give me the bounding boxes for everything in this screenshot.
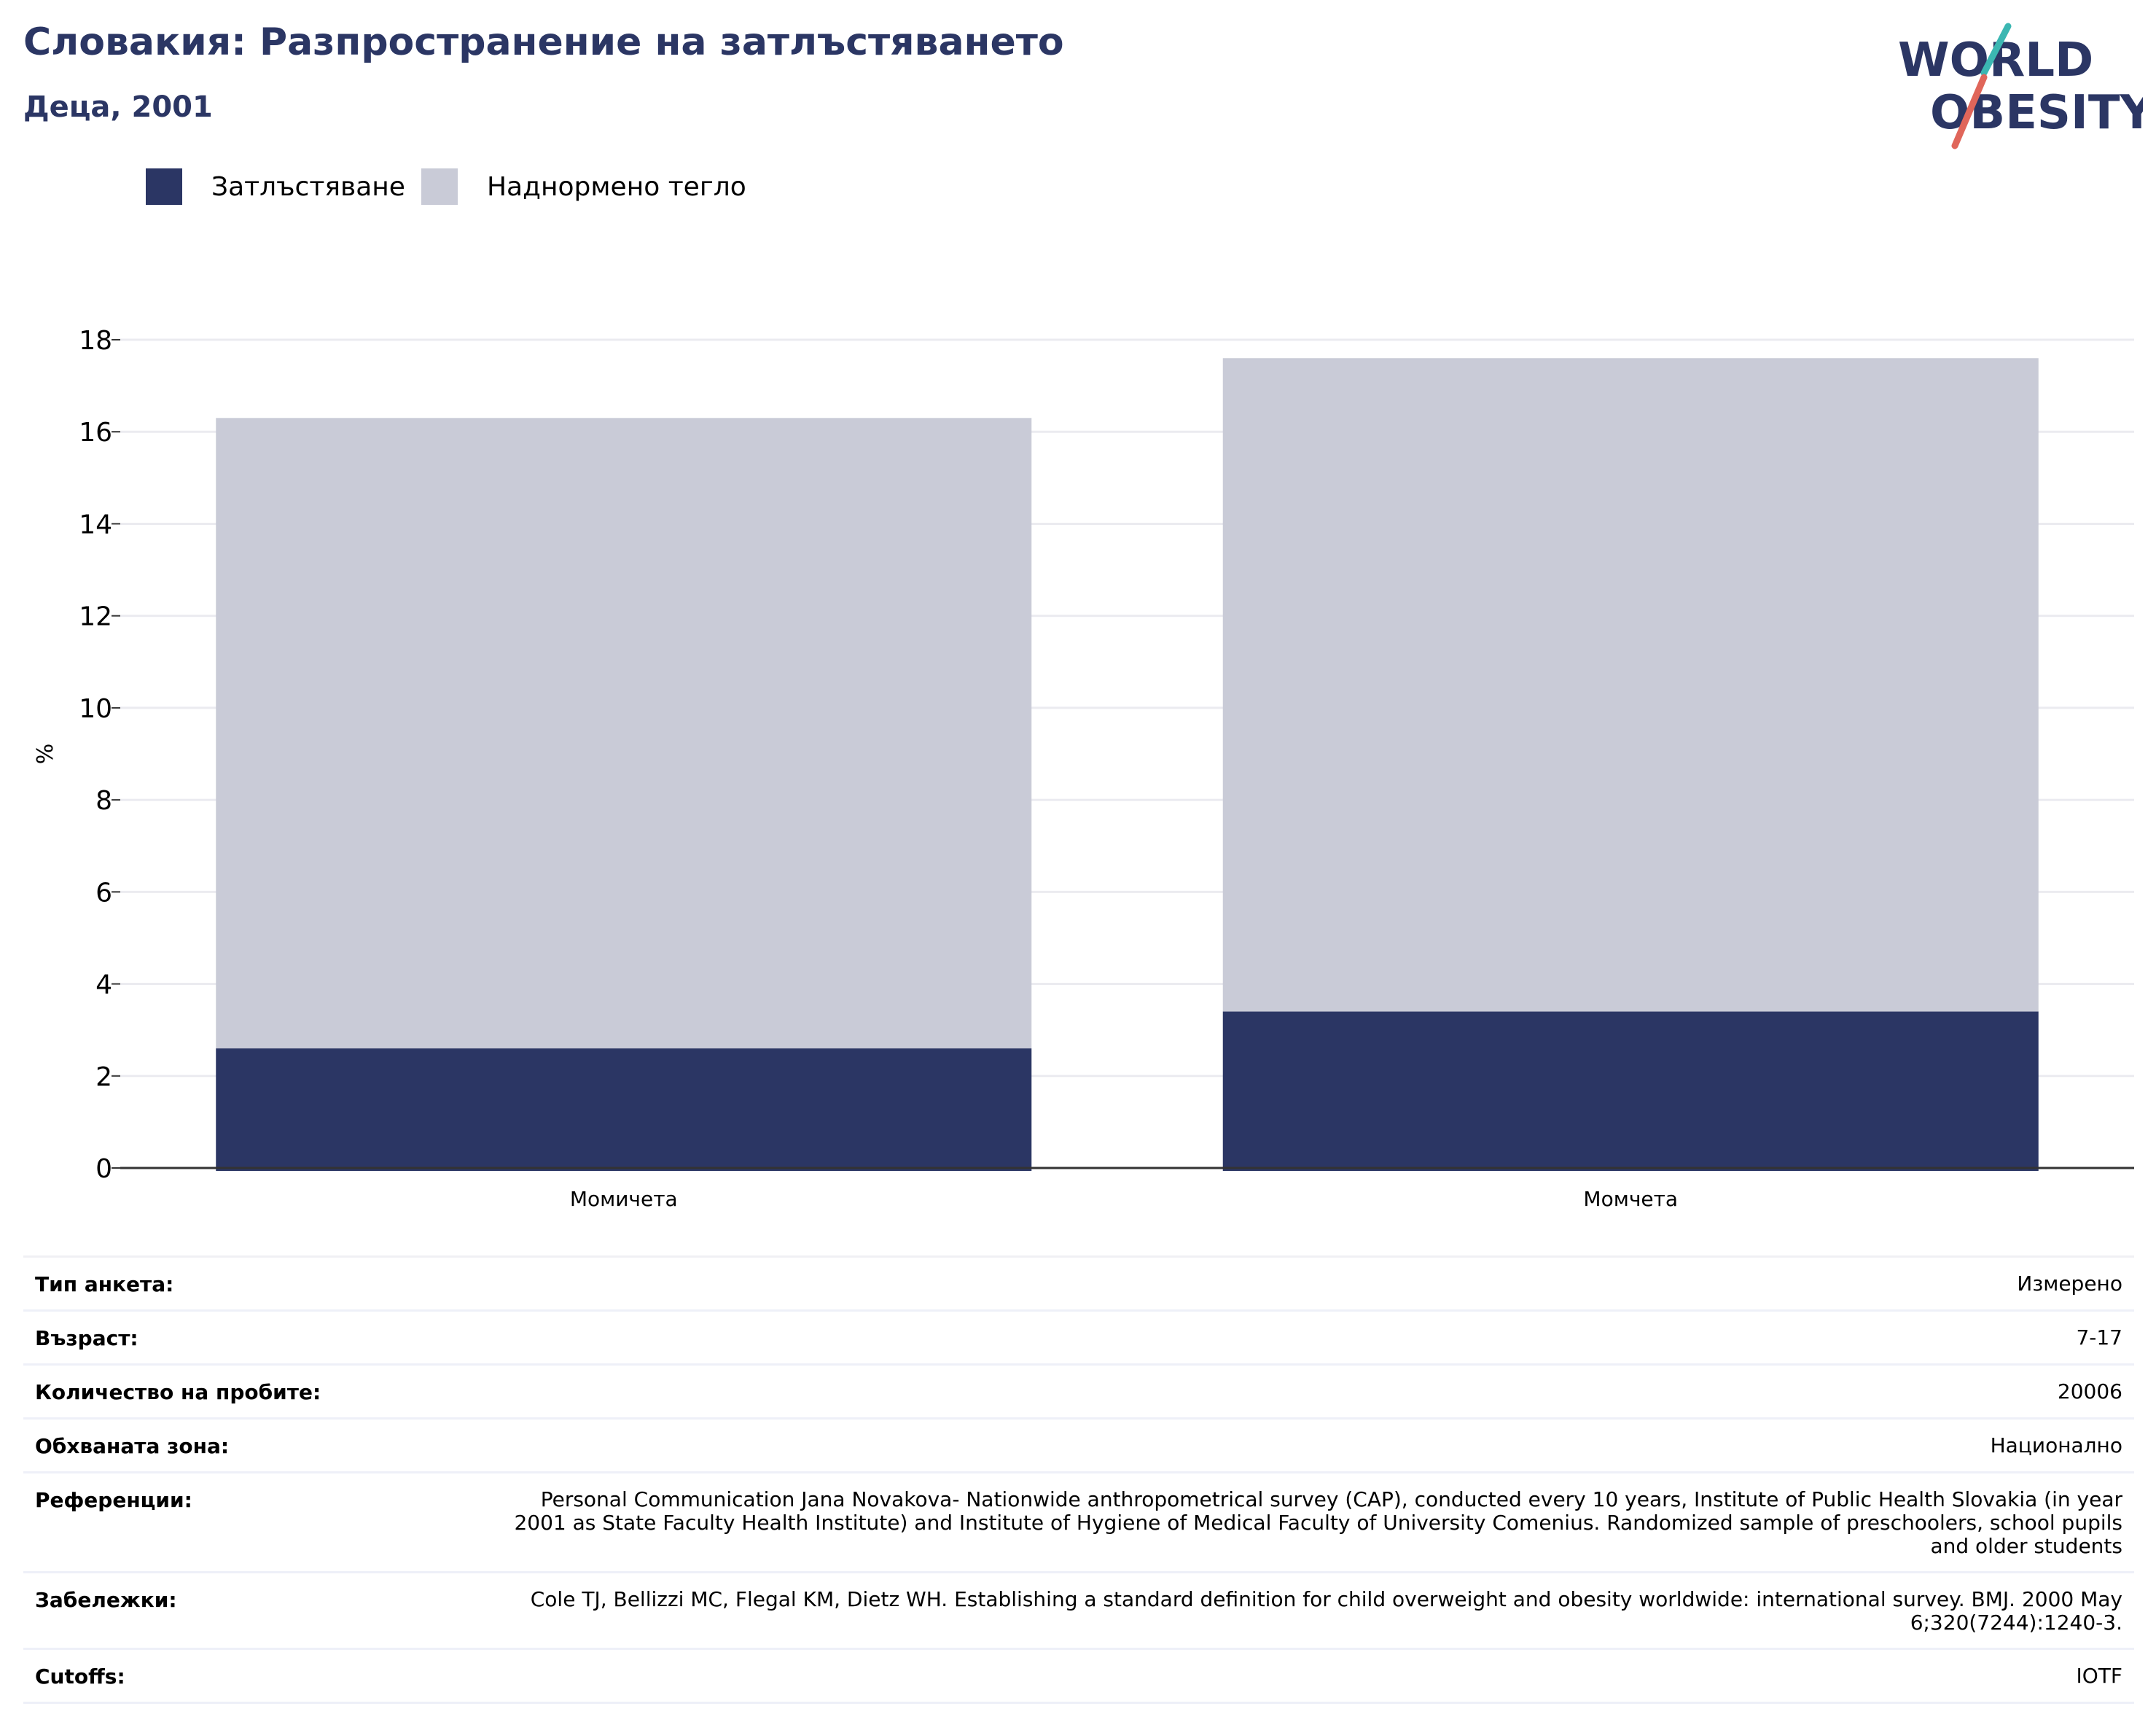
survey-info-table: Тип анкета: Измерено Възраст: 7-17 Колич… (23, 1255, 2134, 1704)
y-tick-label: 14 (79, 510, 112, 540)
chart-title: Словакия: Разпространение на затлъстяван… (23, 20, 1064, 64)
info-value: Измерено (2017, 1272, 2122, 1296)
x-tick-label: Момчета (1583, 1187, 1678, 1211)
info-label: Количество на пробите: (35, 1380, 321, 1404)
info-value: 7-17 (2076, 1325, 2122, 1350)
legend-label-overweight: Наднормено тегло (486, 171, 746, 202)
legend-swatch-obesity (146, 168, 182, 205)
y-tick-label: 6 (95, 878, 112, 908)
info-row-survey-type: Тип анкета: Измерено (23, 1258, 2134, 1312)
chart-legend: Затлъстяване Наднормено тегло (146, 166, 762, 207)
info-label: Тип анкета: (35, 1272, 174, 1296)
bar-overweight-0 (216, 418, 1032, 1048)
info-label: Референции: (35, 1488, 192, 1512)
y-tick-label: 4 (95, 970, 112, 1000)
y-axis-label: % (33, 744, 58, 765)
bar-obesity-1 (1222, 1011, 2039, 1171)
info-label: Забележки: (35, 1588, 177, 1612)
world-obesity-logo: WORLD OBESITY (1898, 23, 2143, 149)
bar-overweight-1 (1222, 358, 2039, 1012)
legend-label-obesity: Затлъстяване (211, 171, 405, 202)
y-tick-label: 0 (95, 1154, 112, 1184)
bar-obesity-0 (216, 1048, 1032, 1171)
info-row-age: Възраст: 7-17 (23, 1312, 2134, 1366)
info-label: Обхваната зона: (35, 1434, 230, 1458)
legend-swatch-overweight (421, 168, 458, 205)
info-value: Personal Communication Jana Novakova- Na… (514, 1487, 2122, 1558)
info-label: Cutoffs: (35, 1664, 125, 1689)
y-tick-label: 12 (79, 602, 112, 632)
y-tick-label: 2 (95, 1062, 112, 1092)
info-row-references: Референции: Personal Communication Jana … (23, 1473, 2134, 1573)
y-tick-label: 16 (79, 418, 112, 448)
legend-item-overweight: Наднормено тегло (421, 168, 746, 205)
x-tick-label: Момичета (570, 1187, 678, 1211)
legend-item-obesity: Затлъстяване (146, 168, 405, 205)
info-value: 20006 (2057, 1379, 2122, 1403)
y-tick-label: 10 (79, 694, 112, 724)
logo-word-world: WORLD (1898, 34, 2093, 87)
info-row-notes: Забележки: Cole TJ, Bellizzi MC, Flegal … (23, 1573, 2134, 1650)
info-value: Cole TJ, Bellizzi MC, Flegal KM, Dietz W… (530, 1587, 2122, 1635)
info-row-cutoffs: Cutoffs: IOTF (23, 1650, 2134, 1704)
y-tick-label: 8 (95, 786, 112, 816)
info-row-coverage: Обхваната зона: Национално (23, 1420, 2134, 1473)
chart-subtitle: Деца, 2001 (23, 90, 213, 124)
info-value: Национално (1990, 1433, 2122, 1457)
info-label: Възраст: (35, 1326, 138, 1350)
y-tick-label: 18 (79, 326, 112, 356)
info-value: IOTF (2076, 1664, 2122, 1688)
info-row-sample-size: Количество на пробите: 20006 (23, 1366, 2134, 1420)
logo-teal-stroke (1980, 23, 2012, 77)
stacked-bar-chart: 0 2 4 6 8 10 12 14 16 18% Момичета Момчета (33, 326, 2134, 1211)
logo-coral-stroke (1951, 74, 1988, 149)
